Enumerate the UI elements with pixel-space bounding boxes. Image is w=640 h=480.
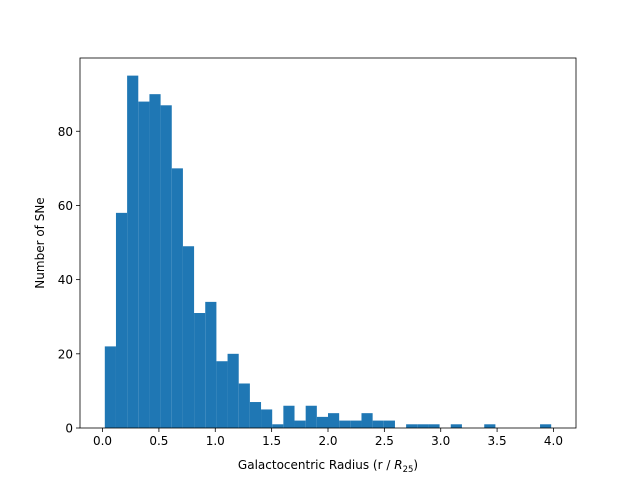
histogram-bar [272, 424, 284, 428]
histogram-bar [216, 361, 228, 428]
x-axis-label: Galactocentric Radius (r / R25) [238, 458, 418, 475]
y-tick-label: 0 [65, 422, 73, 436]
histogram-bar [328, 413, 340, 428]
x-tick-label: 2.0 [318, 434, 337, 448]
histogram-bar [339, 420, 351, 428]
histogram-bar [428, 424, 440, 428]
histogram-bar [160, 105, 172, 428]
histogram-bar [294, 420, 306, 428]
y-axis-ticks: 0 20 40 60 80 [58, 125, 80, 436]
x-tick-label: 4.0 [544, 434, 563, 448]
bar-series [104, 75, 552, 429]
x-tick-label: 1.0 [206, 434, 225, 448]
y-tick-label: 20 [58, 347, 73, 361]
histogram-bar [171, 168, 183, 428]
histogram-bar [205, 301, 217, 428]
histogram-bar [417, 424, 429, 428]
histogram-bar [127, 75, 139, 428]
histogram-bar [450, 424, 462, 428]
histogram-bar [361, 413, 373, 428]
histogram-bar [383, 420, 395, 428]
axes-frame [79, 57, 577, 429]
histogram-bar [149, 94, 161, 429]
histogram-bar [372, 420, 384, 428]
histogram-bar [316, 416, 328, 428]
x-tick-label: 0.0 [93, 434, 112, 448]
histogram-bar [261, 409, 273, 428]
histogram-bar [238, 383, 250, 428]
y-tick-label: 80 [58, 125, 73, 139]
histogram-bar [283, 405, 295, 428]
x-tick-label: 1.5 [262, 434, 281, 448]
histogram-bar [540, 424, 552, 428]
histogram-bar [249, 402, 262, 428]
histogram-bar [194, 313, 206, 428]
y-tick-label: 40 [58, 273, 73, 287]
x-tick-label: 3.5 [488, 434, 507, 448]
histogram-bar [350, 420, 362, 428]
y-tick-label: 60 [58, 199, 73, 213]
x-tick-label: 2.5 [375, 434, 394, 448]
x-tick-label: 3.0 [431, 434, 450, 448]
y-axis-label: Number of SNe [33, 197, 47, 288]
histogram-bar [182, 246, 195, 428]
histogram-bar [227, 353, 239, 428]
histogram-bar [138, 101, 150, 429]
histogram-bar [115, 212, 128, 428]
x-axis-ticks: 0.0 0.5 1.0 1.5 2.0 2.5 3.0 3.5 4.0 [93, 428, 563, 448]
histogram-bar [104, 346, 116, 428]
histogram-bar [484, 424, 496, 428]
histogram-bar [406, 424, 418, 428]
x-tick-label: 0.5 [149, 434, 168, 448]
histogram-bar [305, 405, 317, 428]
